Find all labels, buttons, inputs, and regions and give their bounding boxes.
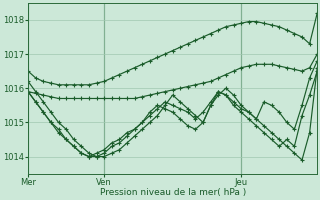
X-axis label: Pression niveau de la mer( hPa ): Pression niveau de la mer( hPa ) <box>100 188 246 197</box>
